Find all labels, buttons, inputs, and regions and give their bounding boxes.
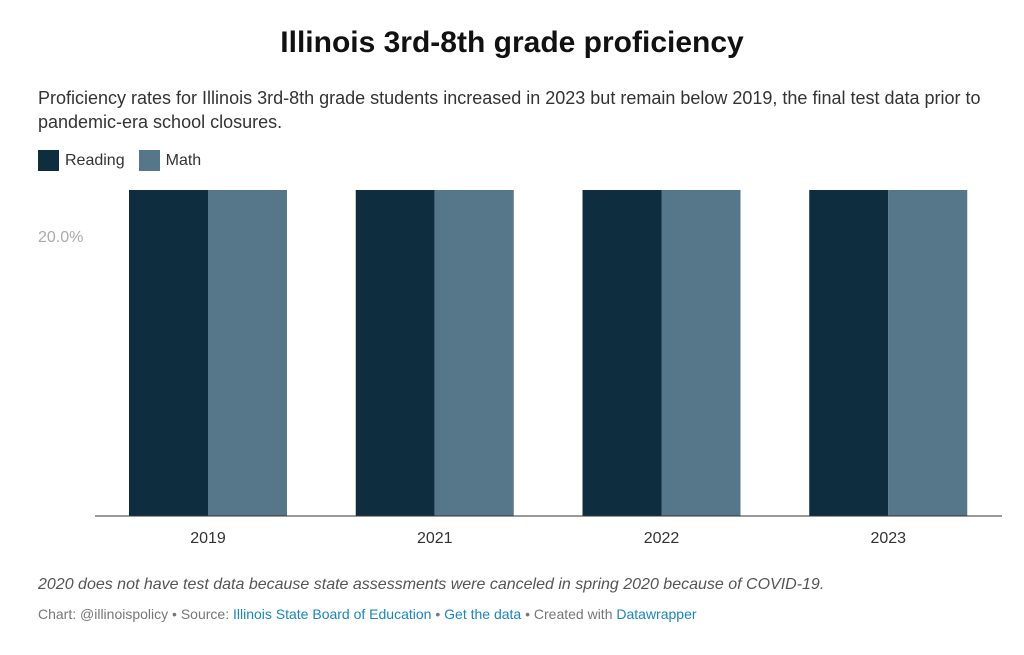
bar-chart: 20.0%37.8%31.8%201930.2%25.2%202130.2%25… [38,190,1002,547]
get-data-link[interactable]: Get the data [444,606,522,622]
bar-reading-2019 [129,190,208,517]
x-tick-label: 2019 [190,530,226,547]
datawrapper-link[interactable]: Datawrapper [616,606,697,622]
x-tick-label: 2021 [417,530,453,547]
credit-separator: • [172,606,177,622]
bar-math-2019 [208,190,287,517]
bar-math-2023 [888,190,968,516]
legend: Reading Math [38,150,215,171]
bar-math-2021 [434,190,514,516]
source-link[interactable]: Illinois State Board of Education [232,606,432,622]
legend-label-math: Math [165,151,202,169]
bar-reading-2021 [355,190,435,516]
credit-separator: • [435,606,441,622]
legend-label-reading: Reading [65,151,125,169]
legend-item-math: Math [138,150,202,171]
x-tick-label: 2023 [870,530,906,547]
chart-credits: Chart: @illinoispolicy • Source: Illinoi… [38,606,697,622]
legend-item-reading: Reading [38,150,125,171]
chart-note: 2020 does not have test data because sta… [38,576,825,593]
chart-title: Illinois 3rd-8th grade proficiency [280,26,744,59]
bar-math-2022 [661,190,741,516]
credit-chart-label: Chart: @illinoispolicy [38,606,169,622]
y-tick-label: 20.0% [38,229,83,246]
credit-created-label: Created with [533,606,613,622]
credit-source-label: Source: [180,606,230,622]
legend-swatch-reading [38,150,59,171]
legend-swatch-math [138,150,160,171]
bar-reading-2022 [582,190,662,516]
credit-separator: • [525,606,530,622]
chart-subtitle: Proficiency rates for Illinois 3rd-8th g… [38,88,981,132]
bar-reading-2023 [809,190,889,516]
x-tick-label: 2022 [644,530,680,547]
